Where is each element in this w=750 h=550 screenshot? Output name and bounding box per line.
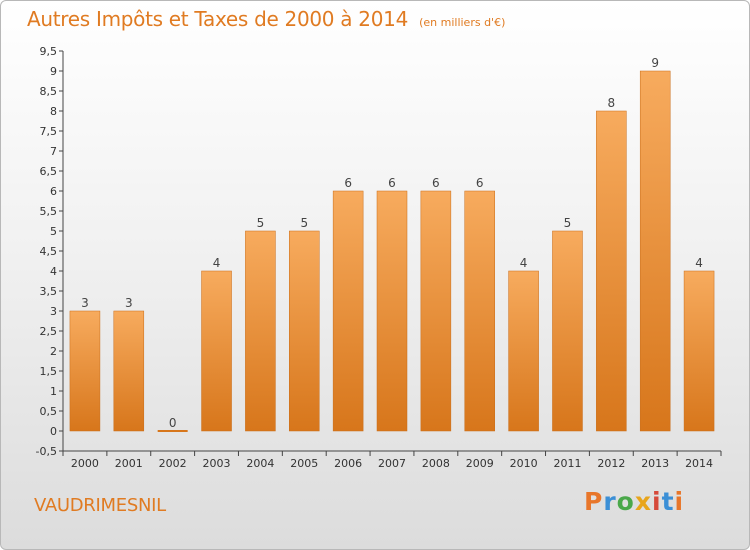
y-tick-label: 7 (50, 145, 57, 158)
x-tick-label: 2010 (510, 457, 538, 470)
x-tick-label: 2014 (685, 457, 713, 470)
x-tick-label: 2013 (641, 457, 669, 470)
x-tick-label: 2001 (115, 457, 143, 470)
data-label: 3 (125, 296, 133, 310)
bar (245, 230, 276, 432)
data-label: 6 (432, 176, 440, 190)
y-tick-label: 8,5 (40, 85, 58, 98)
x-tick-label: 2005 (290, 457, 318, 470)
x-tick-label: 2003 (203, 457, 231, 470)
bar (113, 310, 145, 432)
data-label: 0 (169, 416, 177, 430)
commune-name: VAUDRIMESNIL (34, 495, 166, 516)
data-label: 6 (388, 176, 396, 190)
bar (639, 70, 671, 432)
data-label: 3 (81, 296, 89, 310)
x-tick-label: 2000 (71, 457, 99, 470)
y-tick-label: -0,5 (36, 445, 57, 458)
data-label: 5 (564, 216, 572, 230)
logo-letter: o (616, 487, 635, 516)
y-tick-label: 9 (50, 65, 57, 78)
x-tick-label: 2004 (246, 457, 274, 470)
logo-letter: t (661, 487, 675, 516)
bar (464, 190, 495, 432)
bar (376, 190, 408, 432)
logo-letter: x (634, 487, 652, 516)
x-tick-label: 2011 (553, 457, 581, 470)
data-label: 5 (257, 216, 265, 230)
y-tick-label: 0 (50, 425, 57, 438)
y-tick-label: 0,5 (40, 405, 58, 418)
data-label: 6 (344, 176, 352, 190)
bar (157, 430, 188, 432)
axes: -0,5 0 0,5 1 1,5 2 2,5 3 3,5 4 4,5 5 5,5 6 6,5 7 7,5 8 8,5… (36, 45, 722, 470)
data-label: 4 (695, 256, 703, 270)
title-row: Autres Impôts et Taxes de 2000 à 2014 (e… (27, 7, 505, 31)
y-tick-label: 4,5 (40, 245, 58, 258)
y-tick-label: 1,5 (40, 365, 58, 378)
bar (201, 270, 232, 432)
y-tick-label: 1 (50, 385, 57, 398)
y-tick-label: 3,5 (40, 285, 58, 298)
logo-letter: P (584, 487, 604, 516)
bar (420, 190, 452, 432)
data-label: 9 (651, 56, 659, 70)
chart-title: Autres Impôts et Taxes de 2000 à 2014 (27, 7, 408, 31)
data-labels: 3 3 0 4 5 5 6 6 6 6 4 5 8 9 4 (81, 56, 703, 430)
x-tick-label: 2002 (159, 457, 187, 470)
y-tick-label: 5 (50, 225, 57, 238)
data-label: 6 (476, 176, 484, 190)
bar (552, 230, 583, 432)
data-label: 5 (300, 216, 308, 230)
chart-subtitle: (en milliers d'€) (419, 16, 506, 29)
y-tick-label: 6,5 (40, 165, 58, 178)
bar (508, 270, 539, 432)
data-label: 4 (213, 256, 221, 270)
y-tick-label: 8 (50, 105, 57, 118)
x-tick-label: 2012 (597, 457, 625, 470)
y-tick-label: 9,5 (40, 45, 58, 58)
bar (596, 110, 627, 432)
data-label: 8 (608, 96, 616, 110)
y-tick-label: 7,5 (40, 125, 58, 138)
bars (69, 70, 715, 432)
x-tick-label: 2008 (422, 457, 450, 470)
y-tick-label: 2 (50, 345, 57, 358)
proxiti-logo[interactable]: Proxiti (584, 487, 684, 516)
y-tick-label: 6 (50, 185, 57, 198)
logo-letter: i (674, 487, 685, 516)
y-tick-label: 3 (50, 305, 57, 318)
logo-letter: i (652, 487, 662, 516)
y-tick-label: 2,5 (40, 325, 58, 338)
data-label: 4 (520, 256, 528, 270)
bar (289, 230, 320, 432)
x-tick-label: 2009 (466, 457, 494, 470)
bar (332, 190, 364, 432)
x-tick-label: 2007 (378, 457, 406, 470)
bar (683, 270, 715, 432)
y-tick-label: 5,5 (40, 205, 58, 218)
x-tick-label: 2006 (334, 457, 362, 470)
logo-letter: r (603, 487, 617, 516)
bar (69, 310, 101, 432)
y-tick-label: 4 (50, 265, 57, 278)
